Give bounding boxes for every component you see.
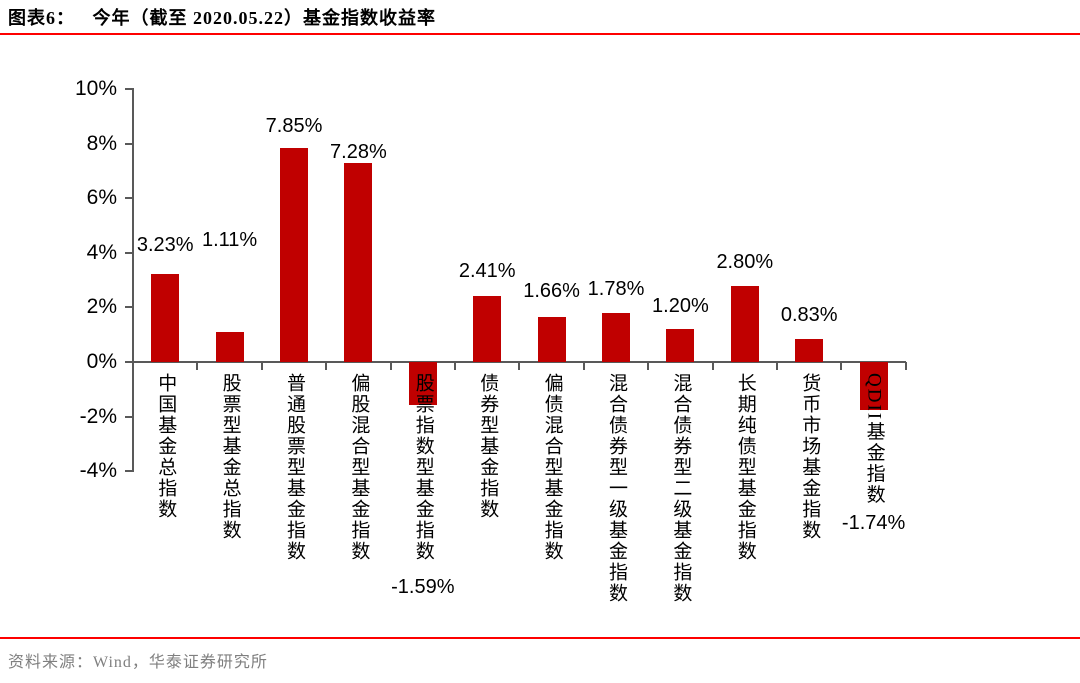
top-divider <box>0 33 1080 35</box>
x-tick-mark <box>196 362 199 370</box>
x-tick-mark <box>389 362 392 370</box>
bar <box>730 285 759 362</box>
y-tick-label: 4% <box>86 240 117 264</box>
figure-label: 图表6： <box>8 8 75 28</box>
y-tick-label: 10% <box>74 77 117 100</box>
category-label: 偏股混合型基金指数 <box>348 373 370 562</box>
bar-value-label: 2.41% <box>458 260 516 282</box>
x-tick-mark <box>647 362 650 370</box>
y-tick-mark <box>125 88 133 90</box>
x-tick-mark <box>840 362 843 370</box>
bar-chart: 10% 8% 6% 4% 2% 0% -2% -4% 3.23% 中国基金总指数 1.11% 股票型基… <box>0 40 1080 635</box>
bar-value-label: -1.74% <box>841 512 906 534</box>
category-label: 混合债券型一级基金指数 <box>606 373 627 604</box>
y-tick-mark <box>125 251 133 254</box>
bar-value-label: 1.20% <box>652 295 709 317</box>
bar-value-label: 0.83% <box>780 304 838 326</box>
bar-value-label: 2.80% <box>716 251 774 273</box>
bar <box>408 362 437 406</box>
y-tick-label: -4% <box>79 459 117 483</box>
y-tick-mark <box>125 470 133 473</box>
y-tick-label: -2% <box>79 404 117 428</box>
category-label: 债券型基金指数 <box>477 373 499 520</box>
bar-value-label: 1.78% <box>587 278 645 300</box>
bar-value-label: 7.85% <box>265 115 323 137</box>
bar-value-label: -1.59% <box>391 576 455 598</box>
x-tick-mark <box>518 362 521 370</box>
category-label: 偏债混合型基金指数 <box>541 373 563 562</box>
x-tick-mark <box>582 362 585 370</box>
category-label: 股票指数型基金指数 <box>412 373 434 562</box>
bar <box>795 339 824 362</box>
category-label: 货币市场基金指数 <box>799 373 821 541</box>
bar <box>602 313 630 362</box>
bar <box>280 147 308 362</box>
y-tick-label: 6% <box>86 186 117 210</box>
bar-value-label: 3.23% <box>136 234 194 256</box>
category-label: 股票型基金总指数 <box>219 373 241 541</box>
category-label: 长期纯债型基金指数 <box>734 373 756 562</box>
y-tick-mark <box>125 361 133 363</box>
x-tick-mark <box>132 362 134 370</box>
bar <box>537 316 566 362</box>
bar <box>344 163 373 362</box>
bar-value-label: 7.28% <box>330 141 387 163</box>
source-note: 资料来源：Wind，华泰证券研究所 <box>8 654 268 671</box>
bar-value-label: 1.66% <box>523 280 580 302</box>
x-tick-mark <box>776 362 778 370</box>
category-label: 中国基金总指数 <box>155 373 177 520</box>
y-tick-mark <box>125 197 133 200</box>
y-tick-mark <box>125 142 133 145</box>
bar <box>666 329 695 362</box>
y-tick-label: 0% <box>86 350 117 373</box>
x-tick-mark <box>325 362 328 370</box>
bar <box>151 273 180 362</box>
category-label: QDII基金指数 <box>863 373 885 506</box>
y-tick-label: 8% <box>86 131 117 155</box>
bar <box>215 331 244 362</box>
chart-header: 图表6： 今年（截至 2020.05.22）基金指数收益率 <box>8 4 1072 30</box>
x-tick-mark <box>904 362 907 370</box>
y-tick-mark <box>125 415 133 418</box>
x-tick-mark <box>454 362 456 370</box>
bar-value-label: 1.11% <box>201 229 258 251</box>
bottom-divider <box>0 637 1080 639</box>
x-tick-mark <box>711 362 714 370</box>
chart-title: 今年（截至 2020.05.22）基金指数收益率 <box>92 8 436 28</box>
bar <box>859 362 888 410</box>
y-tick-mark <box>125 306 133 309</box>
y-axis-line <box>132 88 134 472</box>
bar <box>473 296 502 362</box>
y-tick-label: 2% <box>86 295 117 319</box>
category-label: 混合债券型二级基金指数 <box>670 373 692 604</box>
x-tick-mark <box>260 362 263 370</box>
category-label: 普通股票型基金指数 <box>284 373 305 562</box>
